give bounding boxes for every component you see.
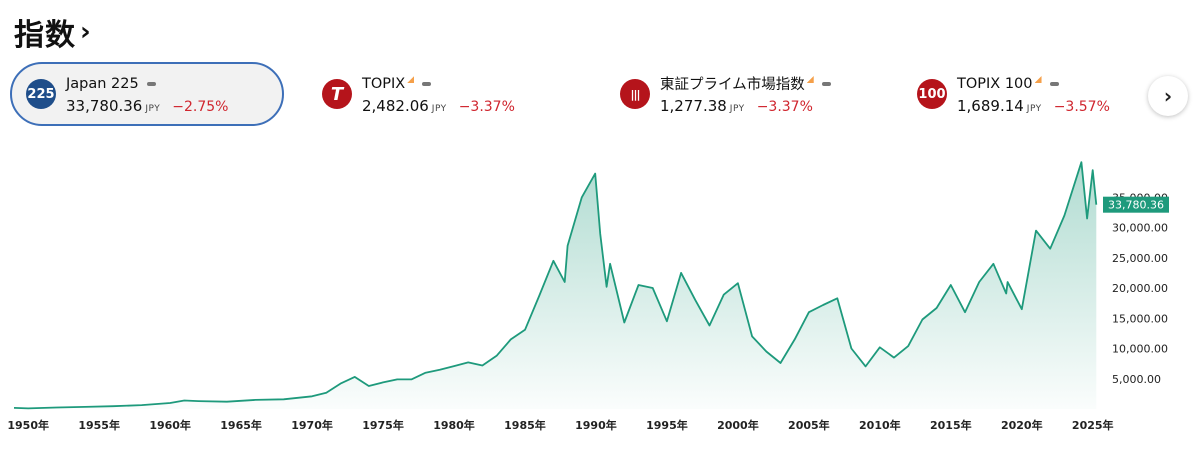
- delayed-data-icon: [806, 76, 814, 83]
- index-card-prime[interactable]: ||| 東証プライム市場指数 1,277.38 JPY −3.37%: [620, 62, 880, 126]
- x-tick-label: 1990年: [575, 418, 617, 432]
- x-tick-label: 1985年: [504, 418, 546, 432]
- last-value-badge: [1103, 196, 1169, 213]
- index-chart: 5,000.00 10,000.00 15,000.00 20,000.00 25,00…: [7, 161, 1169, 432]
- x-tick-label: 2000年: [717, 418, 759, 432]
- card-name: 東証プライム市場指数: [660, 77, 805, 93]
- x-tick-label: 2020年: [1001, 418, 1043, 432]
- y-tick-label: 5,000.00: [1112, 373, 1161, 386]
- chevron-right-icon: ›: [1163, 84, 1173, 108]
- x-tick-label: 2005年: [788, 418, 830, 432]
- y-axis: 5,000.00 10,000.00 15,000.00 20,000.00 25,00…: [1112, 191, 1168, 385]
- market-status-icon: [821, 81, 831, 86]
- card-currency: JPY: [729, 103, 745, 114]
- page-title[interactable]: 指数 ›: [14, 10, 92, 54]
- card-value: 33,780.36: [66, 96, 143, 115]
- x-tick-label: 1995年: [646, 418, 688, 432]
- x-tick-label: 1980年: [433, 418, 475, 432]
- delayed-data-icon: [407, 76, 415, 83]
- card-value: 1,689.14: [957, 96, 1024, 115]
- card-change: −3.37%: [756, 98, 813, 115]
- market-status-icon: [1049, 81, 1059, 86]
- card-change: −3.57%: [1053, 98, 1110, 115]
- card-name: TOPIX 100: [957, 75, 1033, 92]
- card-value: 2,482.06: [362, 96, 429, 115]
- prime-market-logo-icon: |||: [620, 79, 650, 109]
- card-currency: JPY: [1026, 103, 1042, 114]
- x-tick-label: 1960年: [149, 418, 191, 432]
- x-tick-label: 2025年: [1072, 418, 1114, 432]
- x-tick-label: 1975年: [362, 418, 404, 432]
- card-change: −3.37%: [458, 98, 515, 115]
- y-tick-label: 30,000.00: [1112, 222, 1168, 235]
- page-title-text: 指数: [14, 18, 76, 53]
- chart-area: [14, 162, 1097, 409]
- market-status-icon: [422, 81, 432, 86]
- topix100-logo-icon: 100: [917, 79, 947, 109]
- x-tick-label: 1965年: [220, 418, 262, 432]
- card-currency: JPY: [145, 103, 161, 114]
- last-value-label: 33,780.36: [1108, 199, 1164, 212]
- card-currency: JPY: [431, 103, 447, 114]
- next-cards-button[interactable]: ›: [1148, 76, 1188, 116]
- chart-line: [13, 161, 1098, 410]
- x-axis: 1950年 1955年 1960年 1965年 1970年 1975年 1980年 1985年…: [7, 418, 1113, 432]
- x-tick-label: 1970年: [291, 418, 333, 432]
- y-tick-label: 25,000.00: [1112, 252, 1168, 265]
- x-tick-label: 2015年: [930, 418, 972, 432]
- japan225-logo-icon: 225: [26, 79, 56, 109]
- last-value-tag: 33,780.36: [1103, 196, 1169, 213]
- card-name: Japan 225: [66, 75, 139, 92]
- x-tick-label: 1955年: [78, 418, 120, 432]
- index-cards: 225 Japan 225 33,780.36 JPY −2.75% T TOPIX…: [0, 62, 1200, 132]
- chevron-right-icon: ›: [80, 17, 92, 47]
- index-card-japan225[interactable]: 225 Japan 225 33,780.36 JPY −2.75%: [10, 62, 284, 126]
- delayed-data-icon: [1034, 76, 1042, 83]
- index-card-topix100[interactable]: 100 TOPIX 100 1,689.14 JPY −3.57%: [917, 62, 1137, 126]
- index-card-topix[interactable]: T TOPIX 2,482.06 JPY −3.37%: [322, 62, 562, 126]
- y-tick-label: 15,000.00: [1112, 312, 1168, 325]
- x-tick-label: 2010年: [859, 418, 901, 432]
- topix-logo-icon: T: [322, 79, 352, 109]
- card-change: −2.75%: [172, 98, 229, 115]
- market-status-icon: [146, 81, 156, 86]
- card-name: TOPIX: [362, 75, 406, 92]
- y-tick-label: 20,000.00: [1112, 282, 1168, 295]
- card-value: 1,277.38: [660, 96, 727, 115]
- y-tick-label: 10,000.00: [1112, 343, 1168, 356]
- x-tick-label: 1950年: [7, 418, 49, 432]
